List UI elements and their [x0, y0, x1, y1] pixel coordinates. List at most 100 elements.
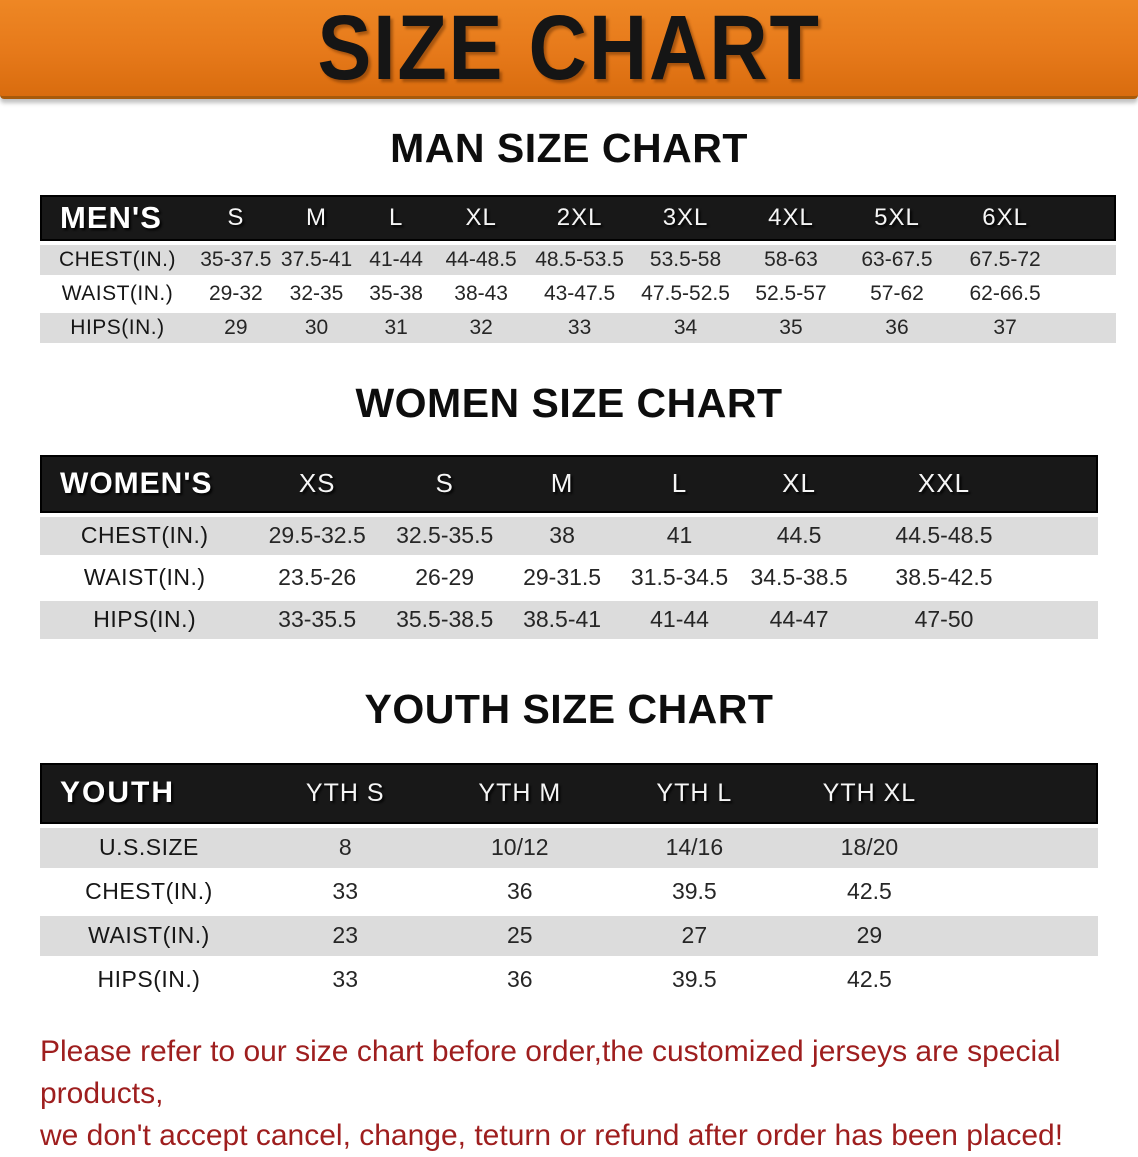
youth-chest-row: CHEST(IN.) 33 36 39.5 42.5 — [40, 871, 1098, 912]
size-value: 10/12 — [432, 827, 608, 868]
women-section-title: WOMEN SIZE CHART — [355, 379, 783, 426]
size-value: 29-31.5 — [504, 558, 620, 597]
size-value: 63-67.5 — [843, 244, 951, 275]
women-chest-row: CHEST(IN.) 29.5-32.5 32.5-35.5 38 41 44.… — [40, 516, 1098, 555]
women-col-header-s: S — [384, 454, 505, 513]
size-value: 67.5-72 — [950, 244, 1060, 275]
youth-hips-row: HIPS(IN.) 33 36 39.5 42.5 — [40, 959, 1098, 1000]
youth-col-header-xl: YTH XL — [781, 762, 958, 824]
size-value: 62-66.5 — [950, 278, 1060, 309]
size-value: 31.5-34.5 — [619, 558, 740, 597]
women-col-header-xs: XS — [249, 454, 385, 513]
disclaimer-text: Please refer to our size chart before or… — [40, 1031, 1138, 1157]
men-col-header-2xl: 2XL — [526, 194, 633, 241]
women-corner-label: WOMEN'S — [40, 454, 250, 513]
row-label: WAIST(IN.) — [40, 558, 250, 597]
size-value: 44-48.5 — [435, 244, 527, 275]
men-col-header-l: L — [356, 194, 436, 241]
men-size-table: MEN'S S M L XL 2XL 3XL 4XL 5XL 6XL CHEST… — [40, 191, 1116, 347]
disclaimer-line-1: Please refer to our size chart before or… — [40, 1034, 1061, 1110]
size-value: 27 — [607, 915, 782, 956]
youth-size-table: YOUTH YTH S YTH M YTH L YTH XL U.S.SIZE … — [40, 759, 1098, 1004]
size-value: 41 — [619, 516, 740, 555]
size-value: 35-37.5 — [194, 244, 277, 275]
size-value: 57-62 — [843, 278, 951, 309]
size-value: 32.5-35.5 — [384, 516, 505, 555]
spacer-cell — [1059, 194, 1116, 241]
size-value: 41-44 — [619, 600, 740, 639]
size-value: 18/20 — [781, 827, 958, 868]
women-hips-row: HIPS(IN.) 33-35.5 35.5-38.5 38.5-41 41-4… — [40, 600, 1098, 639]
size-value: 31 — [356, 312, 436, 343]
size-value: 33-35.5 — [249, 600, 385, 639]
spacer-cell — [1029, 516, 1098, 555]
size-value: 38.5-42.5 — [858, 558, 1030, 597]
youth-col-header-m: YTH M — [432, 762, 608, 824]
size-value: 43-47.5 — [526, 278, 633, 309]
size-value: 36 — [432, 871, 608, 912]
youth-corner-label: YOUTH — [40, 762, 258, 824]
women-col-header-l: L — [619, 454, 740, 513]
spacer-cell — [1059, 312, 1116, 343]
size-value: 39.5 — [607, 871, 782, 912]
row-label: CHEST(IN.) — [40, 871, 258, 912]
size-value: 34 — [632, 312, 739, 343]
row-label: WAIST(IN.) — [40, 278, 195, 309]
size-chart-banner: SIZE CHART — [0, 0, 1138, 99]
size-value: 35 — [738, 312, 844, 343]
men-col-header-4xl: 4XL — [738, 194, 844, 241]
size-value: 38 — [504, 516, 620, 555]
size-value: 32-35 — [276, 278, 357, 309]
size-value: 33 — [257, 871, 433, 912]
row-label: HIPS(IN.) — [40, 959, 258, 1000]
men-table-header-row: MEN'S S M L XL 2XL 3XL 4XL 5XL 6XL — [40, 194, 1116, 241]
men-col-header-m: M — [276, 194, 357, 241]
men-col-header-5xl: 5XL — [843, 194, 951, 241]
size-value: 29.5-32.5 — [249, 516, 385, 555]
size-value: 38-43 — [435, 278, 527, 309]
men-hips-row: HIPS(IN.) 29 30 31 32 33 34 35 36 37 — [40, 312, 1116, 343]
banner-title: SIZE CHART — [317, 0, 821, 99]
size-value: 35-38 — [356, 278, 436, 309]
size-value: 41-44 — [356, 244, 436, 275]
size-value: 23 — [257, 915, 433, 956]
spacer-cell — [1029, 600, 1098, 639]
size-value: 37 — [950, 312, 1060, 343]
size-value: 26-29 — [384, 558, 505, 597]
spacer-cell — [1059, 278, 1116, 309]
size-value: 44-47 — [739, 600, 859, 639]
size-value: 14/16 — [607, 827, 782, 868]
size-value: 36 — [843, 312, 951, 343]
size-value: 8 — [257, 827, 433, 868]
youth-col-header-s: YTH S — [257, 762, 433, 824]
row-label: CHEST(IN.) — [40, 516, 250, 555]
size-value: 48.5-53.5 — [526, 244, 633, 275]
size-value: 47-50 — [858, 600, 1030, 639]
spacer-cell — [1059, 244, 1116, 275]
spacer-cell — [1029, 558, 1098, 597]
spacer-cell — [957, 871, 1098, 912]
size-value: 33 — [257, 959, 433, 1000]
spacer-cell — [957, 959, 1098, 1000]
size-value: 39.5 — [607, 959, 782, 1000]
size-value: 30 — [276, 312, 357, 343]
men-chest-row: CHEST(IN.) 35-37.5 37.5-41 41-44 44-48.5… — [40, 244, 1116, 275]
disclaimer-line-2: we don't accept cancel, change, teturn o… — [40, 1118, 1064, 1152]
youth-waist-row: WAIST(IN.) 23 25 27 29 — [40, 915, 1098, 956]
men-col-header-6xl: 6XL — [950, 194, 1060, 241]
size-value: 44.5-48.5 — [858, 516, 1030, 555]
size-value: 47.5-52.5 — [632, 278, 739, 309]
youth-ussize-row: U.S.SIZE 8 10/12 14/16 18/20 — [40, 827, 1098, 868]
women-col-header-m: M — [504, 454, 620, 513]
size-value: 38.5-41 — [504, 600, 620, 639]
size-value: 29 — [194, 312, 277, 343]
women-waist-row: WAIST(IN.) 23.5-26 26-29 29-31.5 31.5-34… — [40, 558, 1098, 597]
youth-section-title: YOUTH SIZE CHART — [364, 685, 774, 732]
size-value: 29 — [781, 915, 958, 956]
size-value: 25 — [432, 915, 608, 956]
size-value: 42.5 — [781, 871, 958, 912]
size-value: 23.5-26 — [249, 558, 385, 597]
women-size-table: WOMEN'S XS S M L XL XXL CHEST(IN.) 29.5-… — [40, 451, 1098, 643]
spacer-cell — [957, 827, 1098, 868]
row-label: U.S.SIZE — [40, 827, 258, 868]
